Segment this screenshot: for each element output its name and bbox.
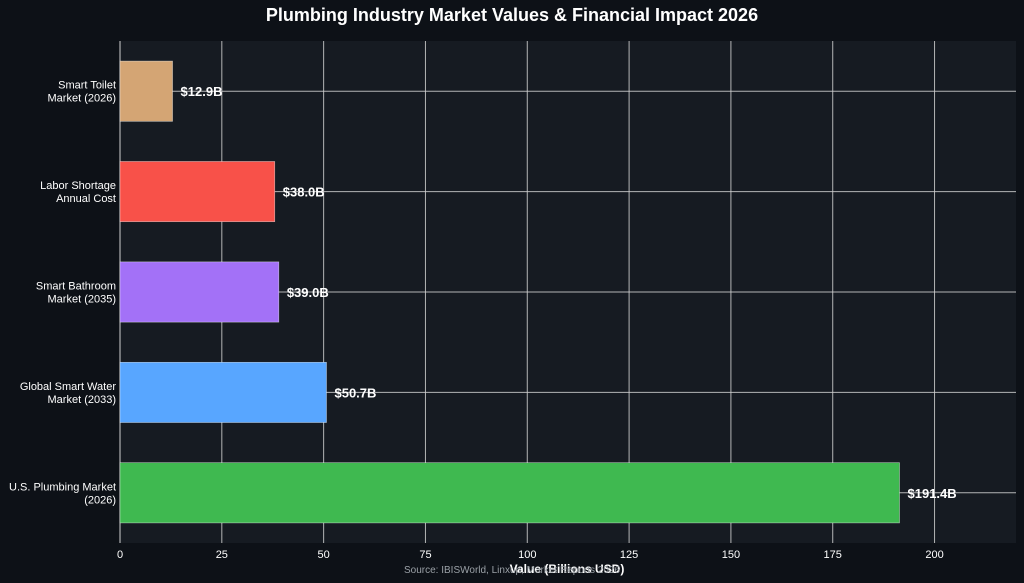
bar — [119, 60, 173, 122]
data-label: $38.0B — [283, 185, 325, 200]
chart-title: Plumbing Industry Market Values & Financ… — [265, 5, 759, 25]
x-axis-labels: 0 25 50 75 100 125 150 175 200 — [117, 549, 944, 561]
data-label: $191.4B — [908, 486, 957, 501]
category-label: Annual Cost — [56, 193, 116, 205]
x-tick-label: 100 — [518, 549, 536, 561]
x-tick-label: 0 — [117, 549, 123, 561]
category-label: Smart Bathroom — [36, 281, 116, 293]
bars: $191.4B $50.7B $39.0B $38.0B $12.9B — [119, 60, 957, 524]
x-tick-label: 175 — [824, 549, 842, 561]
category-label: U.S. Plumbing Market — [9, 481, 116, 493]
bar — [119, 462, 900, 524]
bar — [119, 361, 327, 423]
category-label: Smart Toilet — [58, 80, 116, 92]
x-tick-label: 125 — [620, 549, 638, 561]
x-axis-title: Value (Billions USD) — [510, 562, 625, 576]
category-label: Labor Shortage — [40, 180, 116, 192]
y-axis-labels: U.S. Plumbing Market(2026) Global Smart W… — [9, 80, 116, 507]
x-tick-label: 75 — [419, 549, 431, 561]
category-label: Market (2033) — [48, 394, 116, 406]
x-tick-label: 25 — [216, 549, 228, 561]
x-tick-label: 150 — [722, 549, 740, 561]
category-label: (2026) — [84, 494, 116, 506]
category-label: Global Smart Water — [20, 381, 117, 393]
bar — [119, 261, 280, 323]
bar — [119, 161, 276, 223]
data-label: $50.7B — [334, 385, 376, 400]
source-note: Source: IBISWorld, Linxup, Market Report… — [404, 565, 620, 576]
x-tick-label: 50 — [318, 549, 330, 561]
category-label: Market (2026) — [48, 93, 116, 105]
data-label: $12.9B — [181, 84, 223, 99]
x-tick-label: 200 — [925, 549, 943, 561]
category-label: Market (2035) — [48, 294, 116, 306]
data-label: $39.0B — [287, 285, 329, 300]
